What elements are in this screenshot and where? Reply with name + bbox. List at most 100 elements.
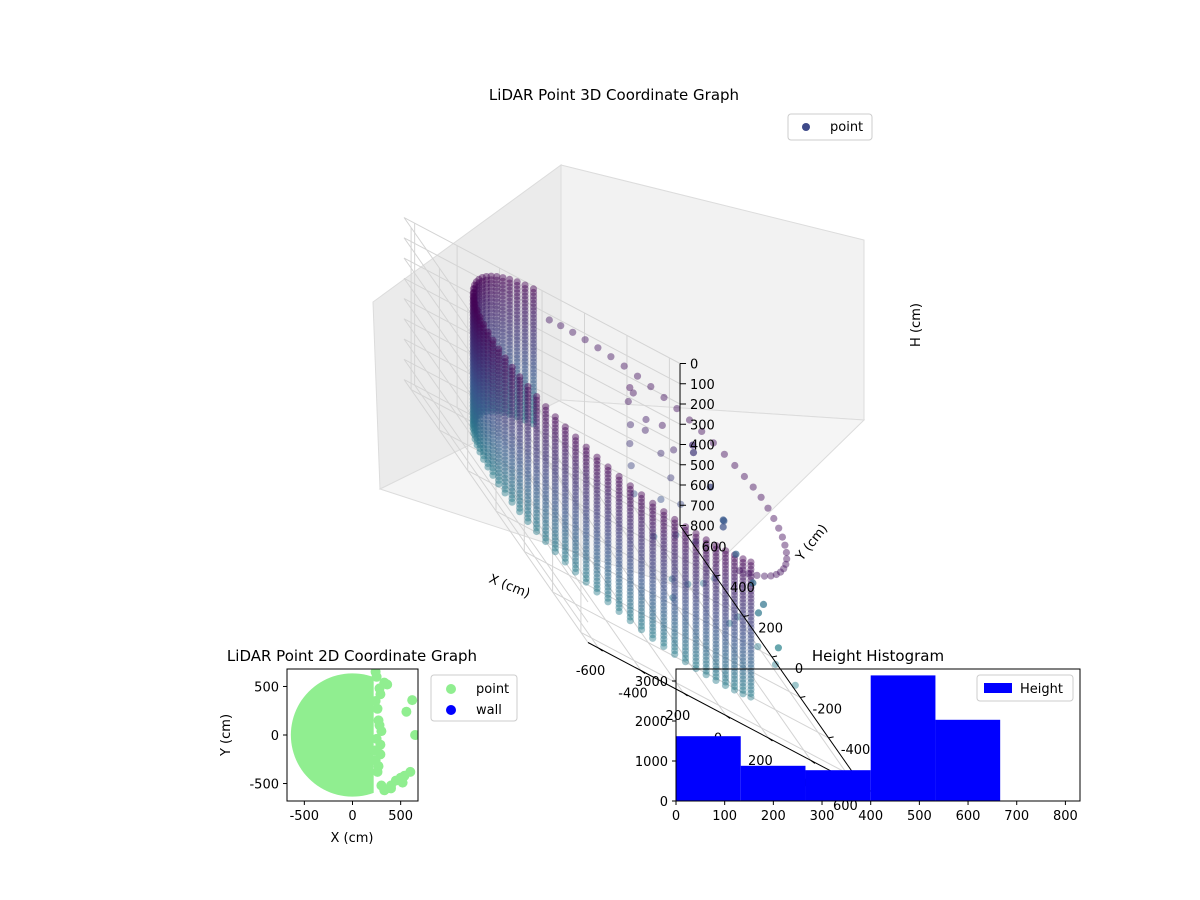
point-3d	[469, 369, 478, 377]
x-tick-label-hist: 600	[956, 809, 981, 824]
point-3d	[476, 448, 484, 456]
point-3d	[489, 366, 497, 374]
point-3d	[747, 602, 755, 610]
point-3d	[482, 345, 490, 354]
point-3d	[471, 377, 479, 385]
point-3d	[476, 430, 484, 438]
point-3d	[561, 496, 569, 504]
point-3d	[508, 414, 516, 422]
point-3d	[747, 562, 755, 570]
point-3d	[513, 365, 521, 373]
point-3d	[493, 298, 501, 306]
point-3d	[542, 461, 550, 469]
point-3d	[551, 540, 559, 549]
point-3d	[484, 332, 492, 340]
point-3d	[604, 569, 612, 577]
point-3d	[471, 373, 479, 381]
point-3d	[480, 360, 488, 369]
point-3d	[615, 476, 623, 484]
point-3d	[506, 352, 514, 360]
point-3d	[516, 398, 524, 406]
y-tick-3d	[800, 695, 806, 698]
point-3d	[730, 675, 739, 683]
point-3d	[482, 291, 490, 299]
point-3d	[489, 424, 497, 432]
point-3d	[478, 350, 486, 358]
y-tick-label-3d: 400	[730, 581, 755, 596]
point-3d	[561, 463, 569, 471]
point-3d	[472, 387, 480, 395]
point-3d	[475, 356, 483, 364]
point-3d	[484, 379, 492, 387]
point-3d	[747, 609, 755, 617]
point-3d	[702, 550, 710, 559]
point-3d	[747, 682, 755, 690]
point-3d	[551, 504, 559, 512]
point-3d	[484, 459, 492, 467]
point-3d	[721, 547, 730, 555]
point-3d	[649, 620, 657, 628]
point-3d	[521, 416, 529, 424]
point-3d	[473, 397, 481, 405]
point-3d	[489, 347, 497, 355]
point-3d	[529, 387, 538, 395]
point-3d	[582, 447, 590, 455]
point-3d	[681, 585, 690, 593]
point-3d	[487, 305, 495, 313]
x-tick-label-3d: 600	[833, 799, 858, 814]
point-3d-outlier	[719, 523, 727, 531]
point-3d	[495, 447, 503, 455]
legend-3d-marker	[802, 123, 810, 131]
point-3d	[513, 343, 521, 352]
point-3d	[478, 292, 486, 300]
point-3d	[524, 452, 532, 460]
point-3d	[501, 405, 509, 413]
point-3d	[484, 405, 492, 413]
point-3d	[551, 442, 559, 450]
point-3d	[572, 506, 580, 514]
point-3d	[671, 519, 679, 527]
point-3d	[472, 296, 480, 304]
point-3d	[637, 553, 646, 561]
point-3d	[524, 507, 532, 515]
point-3d	[671, 515, 679, 524]
point-3d	[626, 482, 634, 490]
point-3d	[487, 403, 495, 412]
point-3d	[692, 624, 700, 633]
point-3d	[702, 598, 710, 606]
point-3d	[471, 307, 479, 315]
point-3d	[649, 580, 657, 588]
point-3d	[660, 562, 668, 570]
point-3d	[495, 411, 503, 419]
point-3d	[513, 325, 521, 333]
point-3d	[506, 297, 514, 305]
point-3d	[476, 444, 484, 452]
point-3d	[484, 434, 492, 442]
point-3d	[473, 390, 481, 398]
point-3d	[542, 516, 550, 524]
point-3d	[572, 455, 580, 463]
point-3d	[626, 440, 634, 448]
point-3d	[506, 385, 514, 393]
point-3d	[471, 416, 479, 424]
point-3d	[692, 595, 700, 603]
point-3d	[478, 295, 486, 304]
point-3d	[681, 541, 690, 549]
point-3d	[470, 305, 478, 313]
point-3d	[475, 407, 483, 415]
point-3d	[747, 591, 755, 599]
point-3d	[484, 397, 492, 405]
point-3d	[521, 285, 529, 293]
point-3d	[471, 288, 479, 296]
point-3d	[649, 601, 657, 610]
point-3d	[513, 336, 521, 344]
point-3d	[508, 374, 516, 382]
point-3d	[499, 277, 507, 285]
point-3d	[469, 354, 478, 362]
point-3d	[480, 455, 488, 463]
point-3d	[473, 408, 481, 416]
point-3d	[660, 613, 668, 622]
point-3d	[637, 556, 646, 565]
point-3d	[739, 580, 747, 589]
point-3d	[542, 472, 550, 480]
